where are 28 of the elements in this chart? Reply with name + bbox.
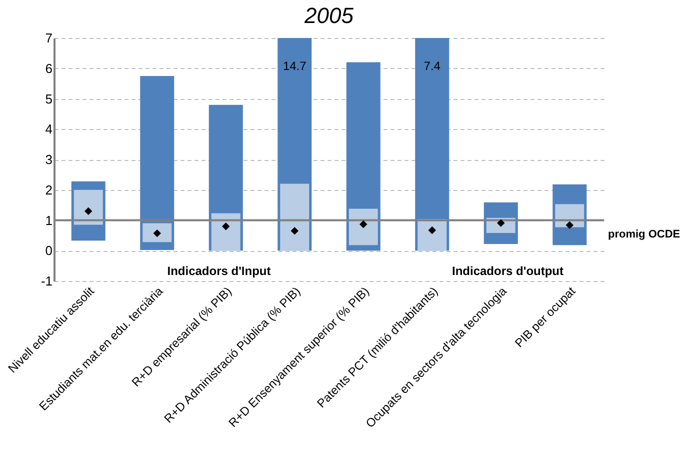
y-tick-label: 0 <box>45 243 52 258</box>
y-tick-label: 3 <box>45 152 52 167</box>
chart-title: 2005 <box>304 3 354 28</box>
bar <box>280 184 310 251</box>
point <box>84 207 92 216</box>
annotation: Indicadors d'output <box>452 264 564 278</box>
y-tick-label: 7 <box>45 30 52 46</box>
y-tick-label: 2 <box>45 182 52 198</box>
y-tick-label: 5 <box>45 91 52 106</box>
y-tick-label: -1 <box>40 274 52 288</box>
ref-line-label: promig OCDE <box>608 228 680 240</box>
bar <box>140 76 174 250</box>
bar <box>142 223 172 242</box>
point <box>222 222 230 230</box>
data-label: 14.7 <box>282 59 307 73</box>
bar <box>348 208 378 246</box>
point <box>360 220 368 228</box>
point <box>428 226 436 234</box>
y-tick-label: 6 <box>45 60 52 76</box>
y-tick-label: 1 <box>45 212 52 228</box>
data-label: 7.4 <box>424 59 441 73</box>
bar <box>418 219 447 251</box>
y-tick-label: 4 <box>45 122 52 137</box>
point <box>290 227 298 235</box>
annotation: Indicadors d'Input <box>167 264 271 278</box>
point <box>566 221 574 229</box>
bar <box>211 213 240 251</box>
bar <box>74 190 103 225</box>
